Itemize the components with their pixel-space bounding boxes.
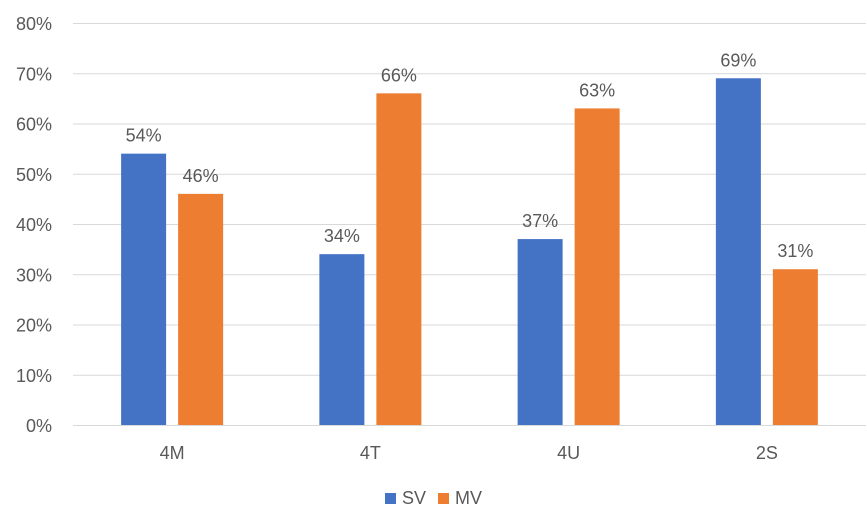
y-tick-label: 30% [16, 265, 52, 285]
x-tick-label-2s: 2S [756, 443, 778, 463]
data-label-mv-2s: 31% [777, 241, 813, 261]
data-label-sv-4t: 34% [324, 226, 360, 246]
y-tick-label: 50% [16, 165, 52, 185]
legend-swatch-mv [438, 493, 449, 504]
bar-sv-2s [715, 78, 761, 426]
bar-mv-4t [376, 93, 422, 425]
bars [121, 78, 818, 426]
legend-item-sv[interactable]: SV [384, 488, 426, 509]
data-label-mv-4t: 66% [381, 65, 417, 85]
bar-sv-4u [517, 239, 563, 425]
data-label-sv-4m: 54% [126, 126, 162, 146]
legend: SV MV [0, 488, 867, 509]
bar-mv-4u [574, 108, 620, 426]
bar-mv-2s [772, 269, 818, 425]
legend-item-mv[interactable]: MV [438, 488, 482, 509]
data-labels: 54% 46% 34% 66% 37% 63% 69% 31% [126, 50, 814, 261]
x-tick-label-4u: 4U [557, 443, 580, 463]
y-axis-tick-labels: 0% 10% 20% 30% 40% 50% 60% 70% 80% [16, 14, 52, 436]
x-axis-tick-labels: 4M 4T 4U 2S [160, 443, 778, 463]
data-label-mv-4m: 46% [183, 166, 219, 186]
legend-label-mv: MV [455, 488, 482, 508]
bar-mv-4m [178, 193, 224, 425]
legend-swatch-sv [384, 493, 396, 504]
y-tick-label: 80% [16, 14, 52, 34]
bar-sv-4t [319, 254, 365, 425]
x-tick-label-4t: 4T [360, 443, 381, 463]
x-tick-label-4m: 4M [160, 443, 185, 463]
data-label-mv-4u: 63% [579, 80, 615, 100]
legend-label-sv: SV [401, 488, 426, 508]
y-tick-label: 60% [16, 115, 52, 135]
y-tick-label: 40% [16, 215, 52, 235]
bar-sv-4m [121, 153, 167, 425]
y-tick-label: 20% [16, 316, 52, 336]
y-tick-label: 10% [16, 366, 52, 386]
y-tick-label: 70% [16, 64, 52, 84]
data-label-sv-2s: 69% [720, 50, 756, 70]
data-label-sv-4u: 37% [522, 211, 558, 231]
y-tick-label: 0% [26, 416, 52, 436]
